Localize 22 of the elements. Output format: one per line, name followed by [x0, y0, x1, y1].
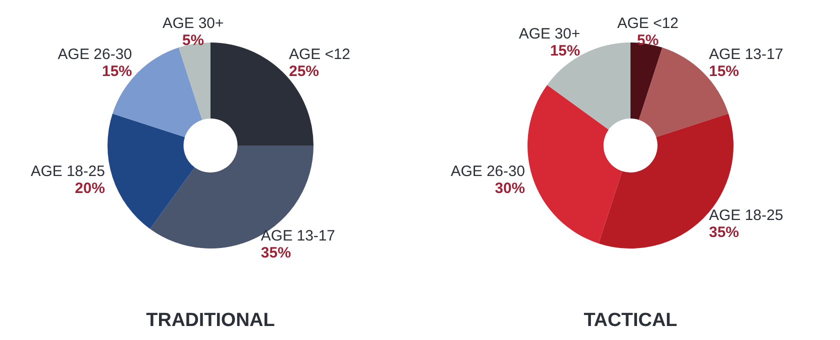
slice-label: AGE 18-25	[30, 162, 105, 180]
data-label: 20%	[74, 180, 105, 197]
data-label: 15%	[102, 63, 132, 80]
slice-label: AGE 26-30	[58, 46, 132, 64]
data-label: 15%	[550, 42, 580, 60]
slice-label: AGE 26-30	[450, 162, 525, 180]
slice-label: AGE <12	[288, 46, 350, 64]
data-label: 30%	[494, 180, 525, 197]
slice-label: AGE 30+	[162, 14, 224, 32]
slice-label: AGE <12	[617, 14, 679, 32]
slice-label: AGE 30+	[518, 26, 580, 43]
data-label: 25%	[288, 63, 320, 80]
data-label: 5%	[637, 32, 659, 49]
slice-label: AGE 18-25	[708, 206, 784, 224]
slice-label: AGE 13-17	[260, 227, 336, 244]
text: TRADITIONAL	[146, 310, 276, 331]
data-label: 35%	[708, 224, 740, 241]
text: TACTICAL	[584, 310, 678, 331]
data-label: 5%	[182, 32, 204, 49]
data-label: 35%	[260, 244, 291, 262]
data-label: 15%	[708, 63, 740, 80]
slice-label: AGE 13-17	[708, 46, 784, 64]
